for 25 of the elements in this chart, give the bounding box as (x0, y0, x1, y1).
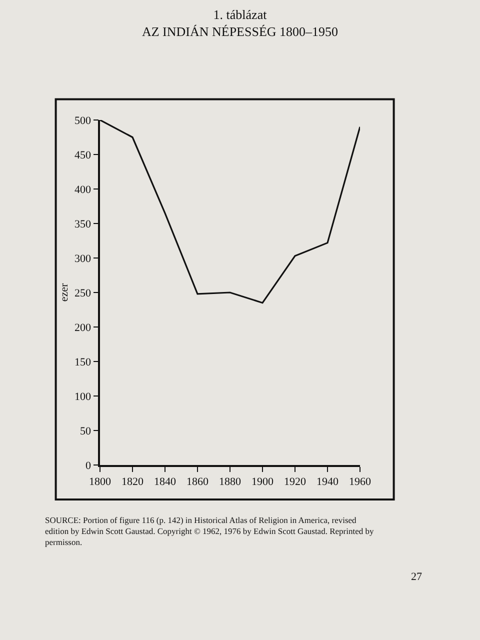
y-tick-label: 250 (74, 287, 92, 300)
x-tick-label: 1840 (154, 476, 176, 488)
y-tick-label: 500 (74, 114, 92, 127)
x-tick-label: 1820 (122, 476, 144, 488)
y-axis-title: ezer (58, 283, 71, 302)
x-tick-label: 1880 (219, 476, 242, 488)
y-tick-label: 350 (74, 218, 92, 230)
x-tick-label: 1860 (186, 476, 209, 488)
y-tick-label: 200 (74, 322, 92, 334)
chart-subtitle: AZ INDIÁN NÉPESSÉG 1800–1950 (142, 24, 338, 40)
y-tick-label: 300 (74, 252, 92, 265)
text: 27 (411, 571, 422, 583)
x-tick-label: 1920 (284, 476, 306, 488)
x-tick-label: 1800 (89, 476, 112, 488)
y-tick-label: 50 (80, 425, 92, 438)
x-tick-label: 1900 (252, 476, 274, 488)
chart-title: 1. táblázat (213, 7, 268, 22)
y-tick-label: 450 (74, 149, 92, 162)
y-tick-label: 0 (86, 460, 92, 472)
y-tick-label: 150 (74, 356, 92, 368)
y-tick-label: 100 (74, 390, 92, 403)
x-tick-label: 1940 (316, 476, 339, 488)
y-tick-label: 400 (74, 184, 92, 196)
source-note: SOURCE: Portion of figure 116 (p. 142) in Historical Atlas of Religion in America, revised edition by Edwin Scott Gaustad. Copyright © 1962, 1976 by Edwin Scott Gaustad. Reprinted by permisson. (45, 515, 374, 548)
x-tick-label: 1960 (349, 476, 372, 488)
